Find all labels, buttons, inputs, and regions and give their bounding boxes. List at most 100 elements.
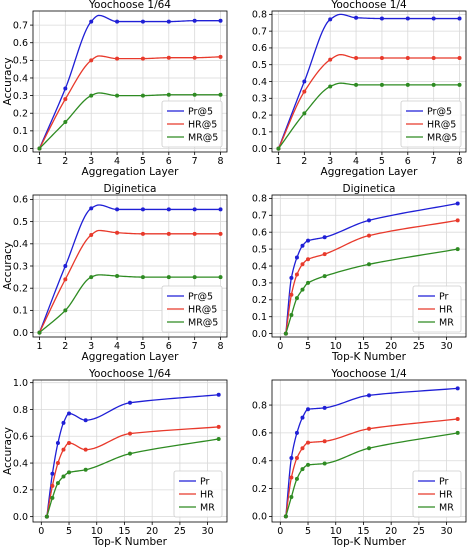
data-point-hr bbox=[457, 56, 462, 60]
y-axis-label: Accuracy bbox=[2, 242, 14, 290]
y-tick-label: 0.8 bbox=[13, 405, 28, 416]
x-axis-label: Top-K Number bbox=[331, 536, 407, 548]
data-point-hr bbox=[289, 475, 294, 480]
y-tick-label: 0.2 bbox=[252, 295, 267, 306]
x-tick-label: 15 bbox=[118, 526, 130, 537]
chart-panel-6: 0.0 0.2 0.4 0.6 0.8 0 5 10 15 20 25 30 Yoochoose 1/4… bbox=[252, 368, 467, 548]
data-point-hr bbox=[166, 231, 171, 236]
data-point-mr bbox=[455, 247, 460, 252]
x-tick-label: 5 bbox=[140, 341, 146, 352]
y-tick-label: 0.2 bbox=[252, 484, 267, 495]
x-tick-label: 0 bbox=[277, 526, 283, 537]
x-tick-label: 6 bbox=[166, 341, 172, 352]
legend-label-hr: HR bbox=[439, 304, 453, 315]
data-point-pr bbox=[289, 275, 294, 280]
x-tick-label: 8 bbox=[218, 156, 224, 167]
data-point-pr bbox=[55, 440, 60, 445]
data-point-pr bbox=[455, 386, 460, 391]
data-point-mr bbox=[63, 120, 68, 125]
data-point-hr bbox=[55, 461, 60, 466]
data-point-pr bbox=[306, 238, 311, 243]
x-tick-label: 1 bbox=[36, 341, 42, 352]
chart-panel-3: 0.0 0.1 0.2 0.3 0.4 0.5 0.6 1 2 3 4 5 6 7 8 Diginetica A… bbox=[2, 183, 228, 363]
data-point-mr bbox=[218, 92, 223, 97]
data-point-hr bbox=[379, 56, 384, 60]
y-tick-label: 0.5 bbox=[252, 244, 267, 255]
x-tick-label: 4 bbox=[114, 341, 120, 352]
data-point-hr bbox=[455, 218, 460, 223]
y-tick-label: 0.4 bbox=[13, 458, 28, 469]
data-point-pr bbox=[367, 218, 371, 223]
x-tick-label: 30 bbox=[441, 341, 453, 352]
data-point-mr bbox=[115, 273, 120, 278]
y-tick-label: 0.2 bbox=[13, 485, 28, 496]
y-tick-label: 0.1 bbox=[13, 126, 28, 137]
data-point-pr bbox=[63, 86, 68, 91]
x-tick-label: 0 bbox=[277, 341, 283, 352]
data-point-hr bbox=[83, 447, 88, 452]
data-point-mr bbox=[289, 494, 294, 499]
series-line-pr bbox=[46, 394, 219, 517]
x-tick-label: 1 bbox=[36, 156, 42, 167]
data-point-pr bbox=[306, 407, 311, 412]
data-point-hr bbox=[322, 439, 327, 444]
x-tick-label: 20 bbox=[385, 341, 397, 352]
data-point-mr bbox=[216, 436, 221, 441]
x-tick-label: 8 bbox=[218, 341, 224, 352]
x-tick-label: 10 bbox=[330, 341, 342, 352]
x-tick-label: 1 bbox=[275, 156, 281, 167]
data-point-hr bbox=[322, 252, 327, 257]
legend-label-hr: HR@5 bbox=[188, 119, 217, 130]
legend-label-pr: Pr@5 bbox=[188, 291, 213, 302]
y-tick-label: 0.4 bbox=[252, 456, 267, 467]
data-point-hr bbox=[61, 447, 66, 452]
chart-title: Yoochoose 1/4 bbox=[330, 368, 407, 380]
y-tick-label: 0.0 bbox=[252, 144, 267, 155]
data-point-hr bbox=[306, 257, 311, 262]
data-point-hr bbox=[63, 97, 68, 102]
data-point-mr bbox=[192, 275, 197, 280]
y-tick-label: 1.0 bbox=[13, 378, 28, 389]
data-point-pr bbox=[455, 201, 460, 206]
data-point-pr bbox=[300, 415, 305, 420]
data-point-mr bbox=[405, 82, 410, 87]
data-point-pr bbox=[218, 207, 223, 212]
data-point-hr bbox=[300, 446, 305, 451]
data-point-mr bbox=[83, 467, 88, 472]
data-point-pr bbox=[322, 235, 327, 240]
data-point-pr bbox=[300, 243, 305, 248]
data-point-mr bbox=[367, 446, 371, 451]
data-point-hr bbox=[166, 55, 171, 60]
data-point-hr bbox=[140, 231, 145, 236]
x-tick-label: 3 bbox=[327, 156, 333, 167]
data-point-pr bbox=[354, 15, 359, 20]
chart-panel-4: 0.0 0.1 0.2 0.3 0.4 0.5 0.6 0.7 0.8 0 5 10 15 20 25 30 D… bbox=[252, 183, 467, 363]
data-point-pr bbox=[294, 430, 299, 435]
data-point-mr bbox=[322, 274, 327, 279]
x-tick-label: 5 bbox=[305, 341, 311, 352]
legend-box bbox=[400, 100, 462, 148]
data-point-mr bbox=[128, 451, 132, 456]
legend-box bbox=[173, 470, 223, 518]
x-axis-label: Aggregation Layer bbox=[82, 166, 180, 178]
legend-label-mr: MR@5 bbox=[427, 132, 457, 143]
x-axis-label: Aggregation Layer bbox=[82, 351, 180, 363]
chart-panel-2: 0.0 0.1 0.2 0.3 0.4 0.5 0.6 0.7 0.8 1 2 3 4 5 6 7 8 Yooch… bbox=[252, 0, 467, 178]
data-point-hr bbox=[354, 56, 359, 60]
chart-panel-1: 0.0 0.1 0.2 0.3 0.4 0.5 0.6 0.7 1 2 3 4 5 6 7 8 Yoochoos… bbox=[2, 0, 228, 178]
data-point-mr bbox=[218, 275, 223, 280]
x-tick-label: 10 bbox=[330, 526, 342, 537]
y-tick-label: 0.8 bbox=[252, 194, 267, 205]
y-tick-label: 0.3 bbox=[252, 278, 267, 289]
data-point-hr bbox=[300, 262, 305, 267]
data-point-hr bbox=[192, 55, 197, 60]
data-point-mr bbox=[192, 92, 197, 97]
x-tick-label: 15 bbox=[357, 526, 369, 537]
axes-frame bbox=[271, 379, 467, 523]
y-axis-label: Accuracy bbox=[2, 58, 14, 106]
y-tick-label: 0.5 bbox=[13, 56, 28, 67]
data-point-hr bbox=[328, 57, 333, 62]
chart-title: Diginetica bbox=[104, 183, 157, 195]
y-tick-label: 0.1 bbox=[13, 306, 28, 317]
